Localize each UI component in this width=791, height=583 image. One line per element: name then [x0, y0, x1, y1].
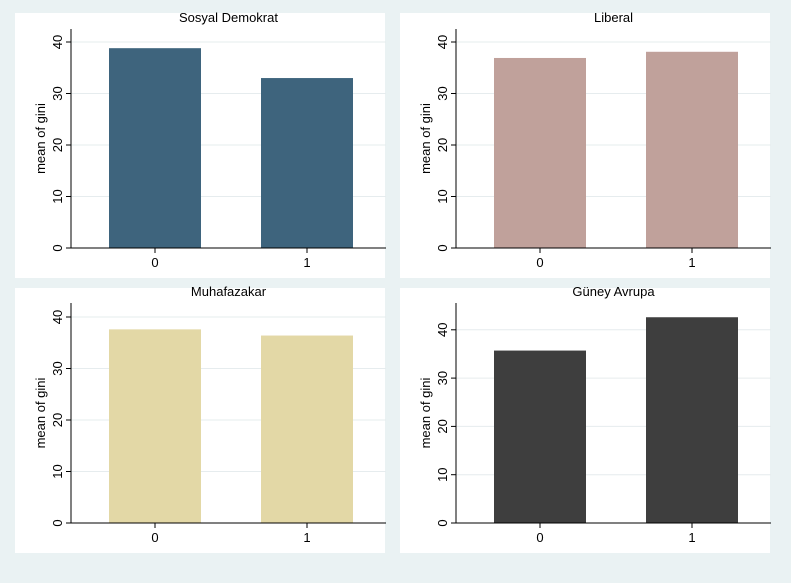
x-tick-label: 1 [688, 255, 695, 270]
x-tick-label: 0 [536, 255, 543, 270]
bar [646, 317, 738, 523]
x-tick-label: 1 [303, 530, 310, 545]
y-tick-label: 20 [50, 138, 65, 152]
y-tick-label: 30 [435, 86, 450, 100]
y-axis-label: mean of gini [418, 103, 433, 174]
y-tick-label: 40 [50, 35, 65, 49]
y-tick-label: 40 [435, 35, 450, 49]
chart-title: Liberal [594, 10, 633, 25]
y-tick-label: 20 [435, 419, 450, 433]
chart-title: Muhafazakar [191, 284, 267, 299]
y-tick-label: 20 [435, 138, 450, 152]
chart-title: Güney Avrupa [572, 284, 655, 299]
y-tick-label: 10 [50, 464, 65, 478]
chart-title: Sosyal Demokrat [179, 10, 278, 25]
y-tick-label: 10 [435, 189, 450, 203]
y-axis-label: mean of gini [418, 377, 433, 448]
y-tick-label: 0 [50, 519, 65, 526]
chart-panel: Güney Avrupa 0 10 20 30 40 0 1 mean of gini [400, 284, 771, 553]
y-tick-label: 30 [435, 371, 450, 385]
y-tick-label: 0 [435, 519, 450, 526]
y-tick-label: 10 [50, 189, 65, 203]
chart-panel: Sosyal Demokrat 0 10 20 30 40 0 1 mean of gini [15, 10, 386, 278]
bar [261, 335, 353, 523]
bar [109, 329, 201, 523]
x-tick-label: 1 [688, 530, 695, 545]
y-tick-label: 30 [50, 361, 65, 375]
chart-panel: Muhafazakar 0 10 20 30 40 0 1 mean of gini [15, 284, 386, 553]
x-tick-label: 1 [303, 255, 310, 270]
y-tick-label: 10 [435, 467, 450, 481]
y-axis-label: mean of gini [33, 103, 48, 174]
y-axis-label: mean of gini [33, 377, 48, 448]
y-tick-label: 40 [435, 323, 450, 337]
bar [494, 57, 586, 249]
y-tick-label: 30 [50, 86, 65, 100]
x-tick-label: 0 [536, 530, 543, 545]
y-tick-label: 40 [50, 310, 65, 324]
x-tick-label: 0 [151, 255, 158, 270]
y-tick-label: 20 [50, 413, 65, 427]
x-tick-label: 0 [151, 530, 158, 545]
bar [646, 51, 738, 248]
chart-panel: Liberal 0 10 20 30 40 0 1 mean of gini [400, 10, 771, 278]
bar [494, 350, 586, 523]
bar [261, 78, 353, 248]
bar [109, 48, 201, 249]
y-tick-label: 0 [50, 244, 65, 251]
y-tick-label: 0 [435, 244, 450, 251]
